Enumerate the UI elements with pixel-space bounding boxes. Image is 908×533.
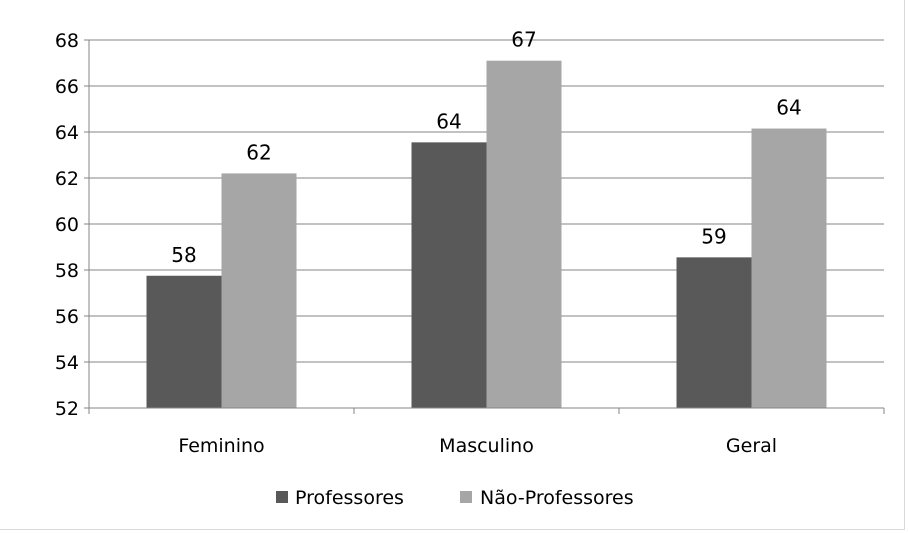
y-tick-label: 64 (55, 122, 79, 144)
y-tick-labels: 52 54 56 58 60 62 64 66 68 (55, 30, 79, 420)
y-tick-label: 54 (55, 352, 79, 374)
bar-geral-series-1 (751, 128, 827, 409)
y-tick-label: 52 (55, 398, 79, 420)
bar-masculino-series-0 (411, 142, 487, 408)
data-label: 67 (511, 28, 536, 52)
legend-label: Professores (295, 487, 404, 509)
data-label: 58 (171, 243, 196, 267)
x-tick-label: Feminino (178, 435, 264, 457)
legend-label: Não-Professores (480, 487, 634, 509)
bar-masculino-series-1 (486, 60, 562, 408)
x-tick-label: Geral (726, 435, 777, 457)
bars (146, 60, 827, 409)
y-tick-label: 66 (55, 76, 79, 98)
data-label: 64 (436, 109, 461, 133)
axes (88, 40, 884, 409)
y-tick-label: 58 (55, 260, 79, 282)
legend-swatch-0 (276, 491, 288, 503)
data-label: 59 (701, 224, 726, 248)
x-tick-labels: Feminino Masculino Geral (178, 435, 777, 457)
data-label: 64 (776, 96, 801, 120)
y-tick-label: 68 (55, 30, 79, 52)
legend: Professores Não-Professores (276, 487, 634, 509)
bar-feminino-series-1 (221, 173, 297, 408)
x-tick-label: Masculino (439, 435, 534, 457)
data-label: 62 (246, 140, 271, 164)
legend-swatch-1 (460, 491, 472, 503)
bar-feminino-series-0 (146, 275, 222, 408)
bar-geral-series-0 (676, 257, 752, 408)
y-tick-label: 56 (55, 306, 79, 328)
data-labels: 58 62 64 67 59 64 (171, 28, 801, 267)
y-tick-label: 62 (55, 168, 79, 190)
y-tick-label: 60 (55, 214, 79, 236)
